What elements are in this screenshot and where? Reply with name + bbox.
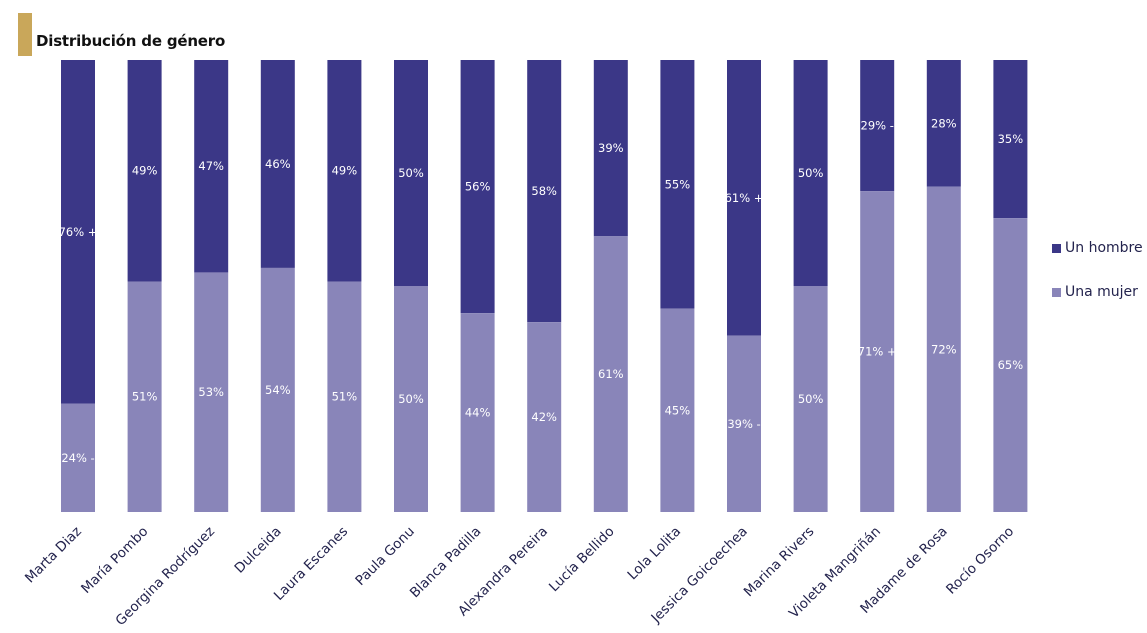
legend-label-mujer: Una mujer — [1065, 284, 1138, 300]
bar-mujer — [61, 403, 95, 512]
bar-mujer — [727, 335, 761, 512]
data-label-mujer: 71% + — [858, 345, 897, 359]
data-label-hombre: 56% — [465, 180, 491, 194]
bar-mujer — [527, 322, 562, 512]
x-tick-label: Marina Rivers — [741, 524, 818, 601]
bar-mujer — [926, 186, 961, 512]
x-tick-label: Lucía Bellido — [546, 524, 618, 596]
data-label-hombre: 28% — [931, 116, 957, 130]
data-label-mujer: 54% — [265, 383, 291, 397]
bar-hombre — [727, 60, 761, 336]
data-label-hombre: 29% - — [861, 119, 894, 133]
data-label-mujer: 50% — [398, 392, 424, 406]
bar-mujer — [993, 218, 1028, 512]
bar-hombre — [327, 60, 362, 282]
bar-hombre — [527, 60, 562, 323]
x-tick-label: Lola Lolita — [624, 524, 684, 584]
bar-hombre — [460, 60, 495, 314]
data-label-mujer: 51% — [332, 390, 358, 404]
data-label-mujer: 39% - — [727, 417, 760, 431]
data-label-hombre: 39% — [598, 141, 624, 155]
bar-mujer — [260, 267, 295, 512]
bar-hombre — [660, 60, 695, 309]
bar-hombre — [793, 60, 828, 286]
data-label-hombre: 50% — [398, 166, 424, 180]
data-label-mujer: 65% — [998, 358, 1024, 372]
x-tick-label: Marta Diaz — [22, 524, 85, 587]
x-tick-label: Rocío Osorno — [943, 524, 1017, 598]
data-label-mujer: 24% - — [61, 451, 94, 465]
bar-hombre — [194, 60, 229, 273]
data-label-hombre: 47% — [198, 159, 224, 173]
data-label-hombre: 55% — [665, 177, 691, 191]
bar-mujer — [460, 313, 495, 512]
data-label-mujer: 51% — [132, 390, 158, 404]
data-label-hombre: 76% + — [59, 225, 98, 239]
bar-hombre — [394, 60, 428, 286]
data-label-hombre: 61% + — [725, 191, 764, 205]
data-label-hombre: 58% — [531, 184, 557, 198]
bar-hombre — [860, 60, 895, 192]
legend-swatch-hombre — [1052, 243, 1061, 253]
legend-item-hombre: Un hombre — [1052, 238, 1143, 258]
x-tick-label: Dulceida — [232, 524, 285, 577]
bar-hombre — [926, 60, 961, 187]
title-accent-bar — [18, 13, 32, 56]
bar-hombre — [260, 60, 295, 268]
bar-hombre — [127, 60, 162, 282]
data-label-mujer: 50% — [798, 392, 824, 406]
bar-hombre — [61, 60, 95, 404]
bar-mujer — [793, 286, 828, 512]
legend-label-hombre: Un hombre — [1065, 240, 1143, 256]
data-label-mujer: 42% — [531, 410, 557, 424]
data-label-mujer: 61% — [598, 367, 624, 381]
bar-mujer — [327, 281, 362, 512]
data-label-mujer: 72% — [931, 342, 957, 356]
data-label-mujer: 44% — [465, 406, 491, 420]
data-label-hombre: 46% — [265, 157, 291, 171]
bar-hombre — [993, 60, 1028, 219]
bar-mujer — [660, 308, 695, 512]
legend-swatch-mujer — [1052, 287, 1061, 297]
data-label-mujer: 45% — [665, 403, 691, 417]
data-label-hombre: 49% — [132, 164, 158, 178]
bar-mujer — [860, 191, 895, 512]
data-label-hombre: 49% — [332, 164, 358, 178]
bar-mujer — [593, 236, 628, 512]
chart-title-block: Distribución de género — [18, 13, 225, 56]
legend-item-mujer: Una mujer — [1052, 282, 1143, 302]
legend: Un hombre Una mujer — [1052, 238, 1143, 326]
bar-mujer — [194, 272, 229, 512]
bar-hombre — [593, 60, 628, 237]
x-tick-label: Paula Gonu — [352, 524, 417, 589]
data-label-hombre: 50% — [798, 166, 824, 180]
chart-title: Distribución de género — [36, 31, 226, 50]
bar-mujer — [127, 281, 162, 512]
bar-mujer — [394, 286, 428, 512]
data-label-hombre: 35% — [998, 132, 1024, 146]
x-tick-label: María Pombo — [78, 524, 151, 597]
data-label-mujer: 53% — [198, 385, 224, 399]
